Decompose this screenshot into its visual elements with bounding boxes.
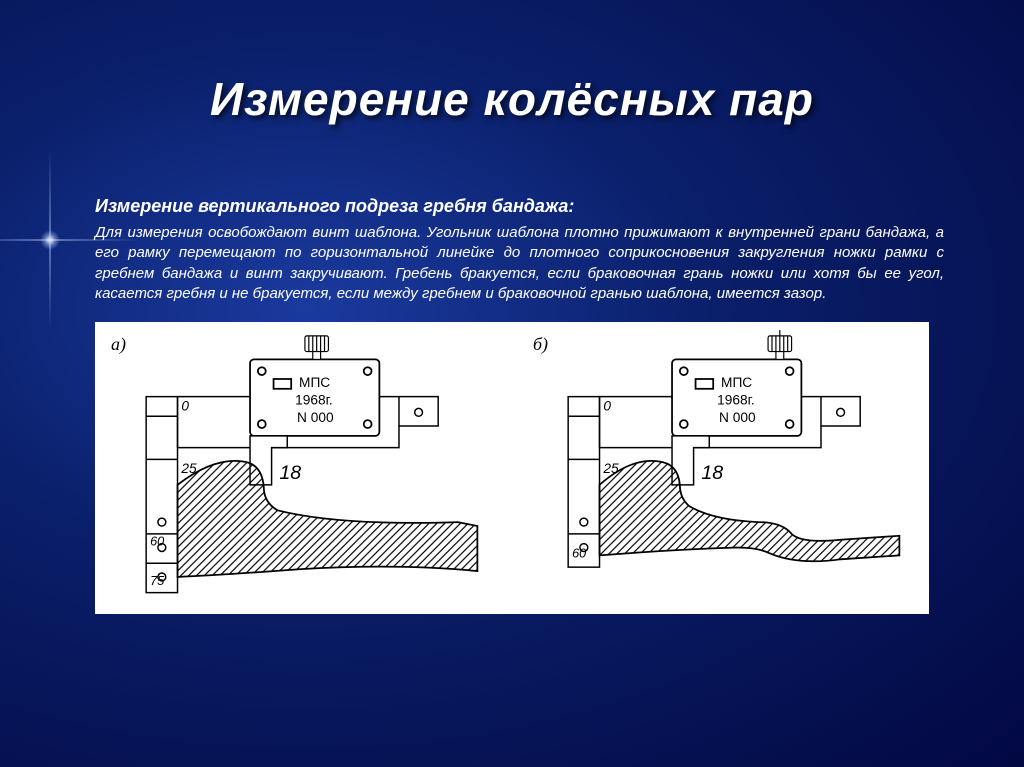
gauge-line1b: МПС bbox=[721, 375, 752, 390]
diagram-panel-b: б) 0 25 60 bbox=[527, 330, 919, 604]
panel-label-a: а) bbox=[111, 334, 126, 355]
mark-75: 75 bbox=[150, 573, 165, 588]
profile-full bbox=[178, 461, 478, 577]
inner-18: 18 bbox=[279, 462, 301, 484]
lens-flare bbox=[20, 210, 80, 270]
slide-title: Измерение колёсных пар bbox=[0, 0, 1024, 126]
body-text: Для измерения освобождают винт шаблона. … bbox=[95, 223, 944, 304]
content-block: Измерение вертикального подреза гребня б… bbox=[95, 196, 944, 304]
panel-label-b: б) bbox=[533, 334, 548, 355]
gauge-line1: МПС bbox=[299, 375, 330, 390]
mark-60b: 60 bbox=[572, 545, 586, 560]
subtitle: Измерение вертикального подреза гребня б… bbox=[95, 196, 944, 217]
mark-60: 60 bbox=[150, 534, 164, 549]
diagram-a-svg: 0 25 60 75 bbox=[105, 330, 497, 604]
gauge-line3: N 000 bbox=[297, 410, 334, 425]
mark-0b: 0 bbox=[603, 398, 611, 413]
mark-0: 0 bbox=[181, 398, 189, 413]
gauge-line2: 1968г. bbox=[295, 392, 333, 407]
inner-18b: 18 bbox=[701, 462, 723, 484]
gauge-line2b: 1968г. bbox=[717, 392, 755, 407]
gauge-line3b: N 000 bbox=[719, 410, 756, 425]
diagram-b-svg: 0 25 60 bbox=[527, 330, 919, 604]
diagram-panel-a: а) 0 25 60 75 bbox=[105, 330, 497, 604]
diagram-container: а) 0 25 60 75 bbox=[95, 322, 929, 614]
profile-worn bbox=[600, 461, 900, 561]
